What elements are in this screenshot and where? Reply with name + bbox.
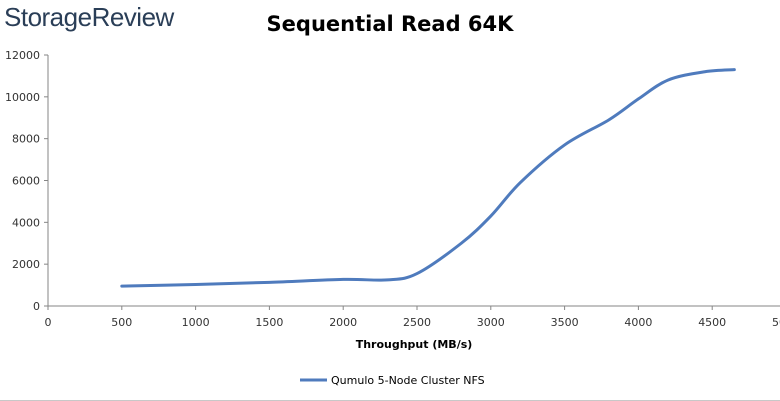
y-tick-label: 4000	[12, 216, 40, 229]
x-axis-ticks: 0 500 1000 1500 2000 2500 3000 3500 4000 4500 5000	[45, 306, 780, 329]
chart-title: Sequential Read 64K	[266, 12, 514, 36]
y-tick-label: 2000	[12, 258, 40, 271]
x-tick-label: 0	[45, 316, 52, 329]
x-axis-label: Throughput (MB/s)	[356, 338, 473, 351]
series-line	[120, 68, 736, 288]
x-tick-label: 4500	[698, 316, 726, 329]
brand-logo: StorageReview	[4, 2, 174, 32]
y-tick-label: 12000	[5, 49, 40, 62]
y-tick-label: 6000	[12, 175, 40, 188]
x-tick-label: 5000	[772, 316, 780, 329]
legend-label: Qumulo 5-Node Cluster NFS	[331, 374, 485, 387]
x-tick-label: 2000	[329, 316, 357, 329]
x-tick-label: 2500	[403, 316, 431, 329]
x-tick-label: 500	[111, 316, 132, 329]
x-tick-label: 1000	[182, 316, 210, 329]
y-tick-label: 0	[33, 300, 40, 313]
y-axis-ticks: 0 2000 4000 6000 8000 10000 12000	[5, 49, 48, 313]
y-tick-label: 8000	[12, 133, 40, 146]
x-tick-label: 4000	[624, 316, 652, 329]
series-group	[120, 68, 736, 288]
x-tick-label: 3500	[551, 316, 579, 329]
axes	[47, 55, 780, 307]
x-tick-label: 3000	[477, 316, 505, 329]
y-tick-label: 10000	[5, 91, 40, 104]
x-tick-label: 1500	[255, 316, 283, 329]
legend: Qumulo 5-Node Cluster NFS	[300, 374, 485, 387]
